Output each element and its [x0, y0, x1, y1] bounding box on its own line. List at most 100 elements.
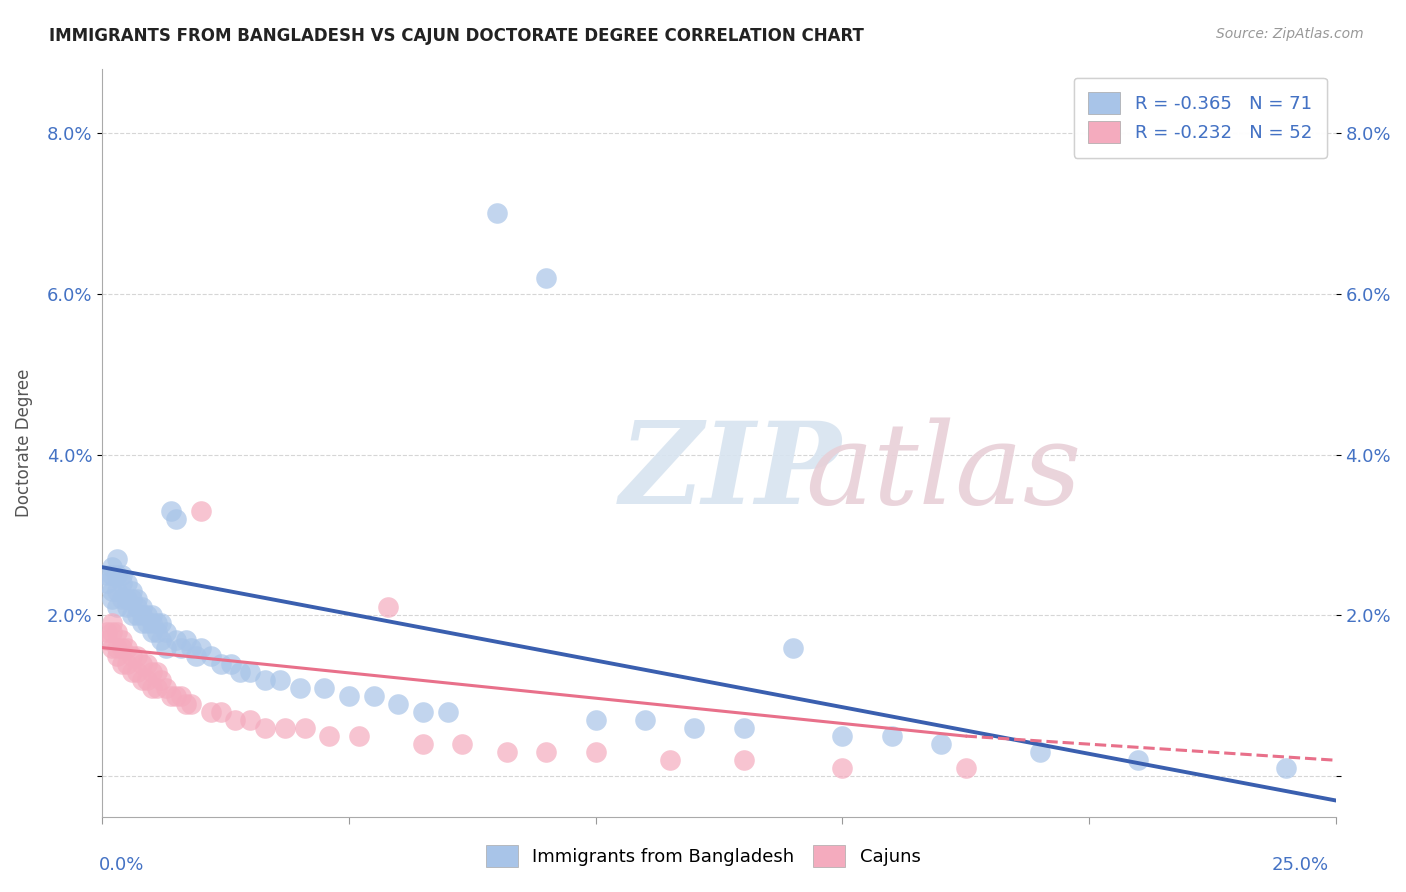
Point: [121, 648, 143, 663]
Point: [495, 745, 517, 759]
Point: [347, 729, 370, 743]
Point: [165, 689, 187, 703]
Point: [115, 600, 138, 615]
Point: [131, 616, 153, 631]
Point: [105, 600, 128, 615]
Point: [269, 673, 291, 687]
Point: [141, 665, 163, 679]
Point: [101, 584, 124, 599]
Text: IMMIGRANTS FROM BANGLADESH VS CAJUN DOCTORATE DEGREE CORRELATION CHART: IMMIGRANTS FROM BANGLADESH VS CAJUN DOCT…: [49, 27, 865, 45]
Point: [1028, 745, 1050, 759]
Point: [135, 616, 157, 631]
Point: [105, 624, 128, 639]
Point: [683, 721, 706, 735]
Point: [160, 689, 183, 703]
Point: [115, 640, 138, 655]
Point: [101, 568, 124, 582]
Text: 0.0%: 0.0%: [98, 855, 143, 873]
Point: [451, 737, 474, 751]
Point: [229, 665, 252, 679]
Point: [160, 504, 183, 518]
Point: [125, 608, 148, 623]
Point: [111, 632, 134, 647]
Point: [111, 640, 134, 655]
Point: [585, 745, 607, 759]
Point: [131, 600, 153, 615]
Point: [190, 504, 212, 518]
Point: [209, 657, 232, 671]
Point: [536, 270, 558, 285]
Point: [115, 657, 138, 671]
Point: [105, 568, 128, 582]
Point: [294, 721, 316, 735]
Point: [288, 681, 311, 695]
Point: [377, 600, 399, 615]
Point: [105, 640, 128, 655]
Point: [131, 608, 153, 623]
Point: [254, 721, 277, 735]
Y-axis label: Doctorate Degree: Doctorate Degree: [15, 368, 32, 516]
Point: [387, 697, 409, 711]
Point: [239, 665, 262, 679]
Text: atlas: atlas: [806, 417, 1081, 528]
Point: [150, 616, 173, 631]
Point: [96, 624, 118, 639]
Point: [831, 729, 853, 743]
Point: [145, 616, 167, 631]
Point: [184, 648, 207, 663]
Point: [150, 632, 173, 647]
Point: [485, 206, 508, 220]
Point: [131, 657, 153, 671]
Point: [96, 632, 118, 647]
Point: [145, 681, 167, 695]
Point: [165, 632, 187, 647]
Text: 25.0%: 25.0%: [1271, 855, 1329, 873]
Point: [125, 648, 148, 663]
Point: [209, 705, 232, 719]
Point: [105, 584, 128, 599]
Point: [115, 592, 138, 607]
Point: [1275, 761, 1298, 775]
Point: [190, 640, 212, 655]
Point: [145, 665, 167, 679]
Point: [274, 721, 297, 735]
Point: [141, 624, 163, 639]
Point: [536, 745, 558, 759]
Point: [1128, 753, 1150, 767]
Point: [125, 665, 148, 679]
Point: [141, 608, 163, 623]
Point: [111, 592, 134, 607]
Point: [101, 616, 124, 631]
Point: [180, 697, 202, 711]
Point: [115, 576, 138, 591]
Point: [219, 657, 242, 671]
Point: [180, 640, 202, 655]
Point: [145, 624, 167, 639]
Point: [131, 673, 153, 687]
Point: [121, 584, 143, 599]
Point: [121, 665, 143, 679]
Point: [831, 761, 853, 775]
Point: [200, 705, 222, 719]
Point: [101, 640, 124, 655]
Point: [239, 713, 262, 727]
Point: [135, 608, 157, 623]
Point: [101, 624, 124, 639]
Point: [141, 616, 163, 631]
Point: [733, 721, 755, 735]
Point: [929, 737, 952, 751]
Point: [111, 657, 134, 671]
Point: [101, 560, 124, 574]
Point: [155, 681, 177, 695]
Point: [135, 673, 157, 687]
Point: [121, 608, 143, 623]
Point: [141, 681, 163, 695]
Point: [150, 673, 173, 687]
Point: [318, 729, 340, 743]
Point: [436, 705, 458, 719]
Point: [170, 640, 193, 655]
Point: [111, 576, 134, 591]
Point: [955, 761, 977, 775]
Point: [170, 689, 193, 703]
Point: [224, 713, 246, 727]
